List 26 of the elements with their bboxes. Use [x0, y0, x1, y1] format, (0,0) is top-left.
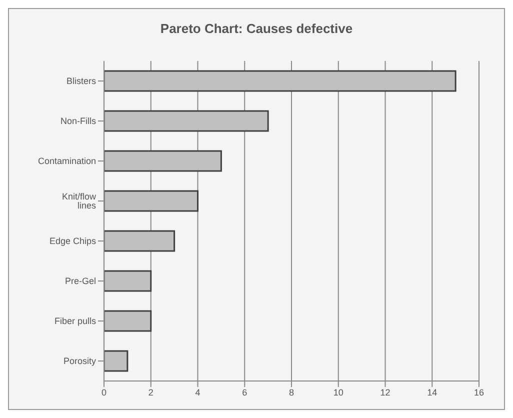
y-tick-label: Blisters: [66, 76, 96, 86]
y-tick-label: Pre-Gel: [64, 276, 96, 286]
x-tick-label: 10: [333, 387, 344, 398]
y-tick-label: Porosity: [63, 356, 96, 366]
x-tick-label: 0: [101, 387, 107, 398]
bar: [104, 310, 152, 332]
x-tick-label: 2: [148, 387, 154, 398]
bar: [104, 230, 176, 252]
bar: [104, 270, 152, 292]
x-tick-label: 12: [380, 387, 390, 398]
x-tick-label: 16: [474, 387, 484, 398]
y-tick-label: Knit/flow lines: [62, 192, 96, 211]
x-tick-label: 6: [242, 387, 248, 398]
y-tick-label: Non-Fills: [60, 116, 96, 126]
bar: [104, 70, 456, 92]
x-tick-label: 8: [288, 387, 294, 398]
bar: [104, 350, 128, 372]
y-tick-label: Fiber pulls: [54, 316, 96, 326]
y-tick-label: Contamination: [38, 156, 96, 166]
x-tick-label: 14: [427, 387, 438, 398]
bar: [104, 110, 269, 132]
chart-title: Pareto Chart: Causes defective: [159, 20, 354, 38]
y-tick-label: Edge Chips: [49, 236, 96, 246]
x-tick-label: 4: [195, 387, 200, 398]
bar: [104, 190, 198, 212]
bar: [104, 150, 222, 172]
